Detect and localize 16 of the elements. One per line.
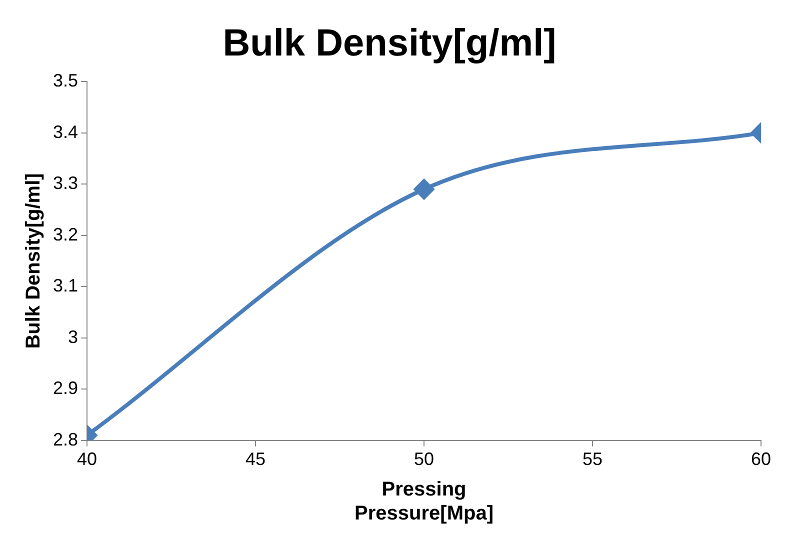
x-tick-label: 40 [77,449,98,470]
x-tick-label: 45 [246,449,266,470]
x-tick-label: 60 [750,449,772,470]
y-tick-label: 2.8 [52,429,78,450]
y-tick-label: 3.3 [52,173,78,194]
y-tick-label: 3 [68,326,78,347]
x-axis-title: Pressing Pressure[Mpa] [354,478,494,525]
x-tick-label: 55 [582,449,603,470]
y-tick-label: 2.9 [52,378,78,398]
y-tick-label: 3.1 [52,276,78,296]
x-tick-label: 50 [414,449,434,470]
y-tick-label: 3.4 [52,122,78,142]
y-axis-title: Bulk Density[g/ml] [22,173,45,349]
chart-title: Bulk Density[g/ml] [222,22,556,64]
y-tick-label: 3.5 [52,70,78,91]
y-tick-label: 3.2 [52,224,78,244]
